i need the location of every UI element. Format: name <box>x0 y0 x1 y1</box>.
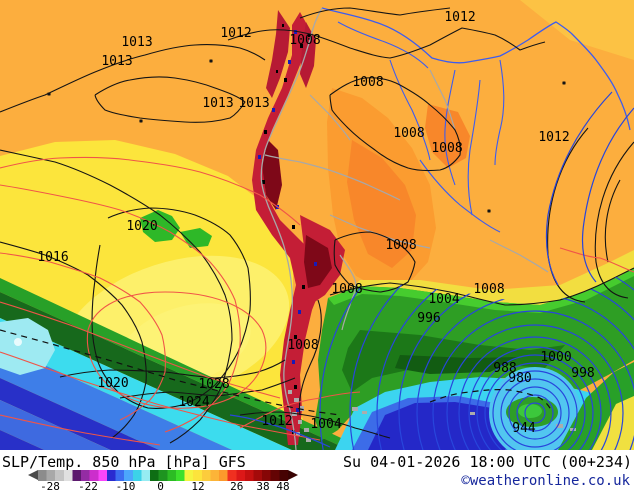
pressure-label: 944 <box>512 421 536 436</box>
colorbar-tick: -28 <box>40 480 60 490</box>
colorbar-tick-labels: -28 -22 -10 0 12 26 38 48 <box>38 480 290 490</box>
pressure-label: 1004 <box>310 417 341 432</box>
map-datetime: Su 04-01-2026 18:00 UTC (00+234) <box>343 453 632 471</box>
pressure-labels: 1013 1013 1012 1008 1012 1013 1013 1008 1008 1008… <box>37 10 594 436</box>
pressure-label: 1008 <box>431 141 462 156</box>
pressure-label: 1012 <box>538 130 569 145</box>
colorbar-tick: 0 <box>157 480 164 490</box>
pressure-label: 1012 <box>261 414 292 429</box>
pressure-label: 1013 <box>202 96 233 111</box>
pressure-label: 1008 <box>287 338 318 353</box>
colorbar-gradient <box>38 470 288 481</box>
coastline <box>260 7 631 450</box>
pressure-label: 1008 <box>473 282 504 297</box>
colorbar-right-arrow <box>288 470 298 480</box>
isobars-blue <box>229 91 634 450</box>
andes-terrain-band <box>252 10 345 445</box>
pressure-label: 1008 <box>393 126 424 141</box>
caption-bar: SLP/Temp. 850 hPa [hPa] GFS Su 04-01-202… <box>0 450 634 490</box>
gray-terrain-speckle <box>288 390 576 442</box>
dashed-contours <box>0 329 553 416</box>
colorbar-tick: -22 <box>78 480 98 490</box>
pressure-label: 1012 <box>444 10 475 25</box>
pressure-label: 996 <box>417 311 440 326</box>
isotherms-red <box>0 156 634 446</box>
colorbar-tick: 38 <box>256 480 270 490</box>
pressure-label: 1012 <box>220 26 251 41</box>
slp-temp-map: 1013 1013 1012 1008 1012 1013 1013 1008 1008 1008… <box>0 0 634 450</box>
pressure-label: 1024 <box>178 395 209 410</box>
colorbar-tick: 48 <box>276 480 290 490</box>
pressure-label: 1008 <box>289 33 320 48</box>
pressure-label: 1004 <box>428 292 459 307</box>
pressure-label: 1016 <box>37 250 68 265</box>
copyright-link[interactable]: ©weatheronline.co.uk <box>461 473 630 489</box>
colorbar-left-arrow <box>28 470 38 480</box>
pressure-label: 1028 <box>198 377 229 392</box>
pressure-label: 980 <box>508 371 531 386</box>
pressure-label: 1020 <box>126 219 157 234</box>
pressure-label: 988 <box>493 361 516 376</box>
isobars-black <box>0 7 634 444</box>
pressure-label: 1013 <box>238 96 269 111</box>
border-lines <box>264 69 549 331</box>
colorbar-tick: -10 <box>115 480 136 490</box>
pressure-label: 1008 <box>331 282 362 297</box>
river-lines <box>337 21 505 233</box>
pressure-label: 1020 <box>97 376 128 391</box>
colorbar-tick: 26 <box>230 480 244 490</box>
pressure-label: 1013 <box>121 35 152 50</box>
pressure-label: 1008 <box>385 238 416 253</box>
pressure-label: 1008 <box>352 75 383 90</box>
pressure-label: 1013 <box>101 54 132 69</box>
map-title: SLP/Temp. 850 hPa [hPa] GFS <box>2 453 246 471</box>
pressure-label: 998 <box>571 366 594 381</box>
pressure-label: 1000 <box>540 350 571 365</box>
colorbar-tick: 12 <box>191 480 205 490</box>
